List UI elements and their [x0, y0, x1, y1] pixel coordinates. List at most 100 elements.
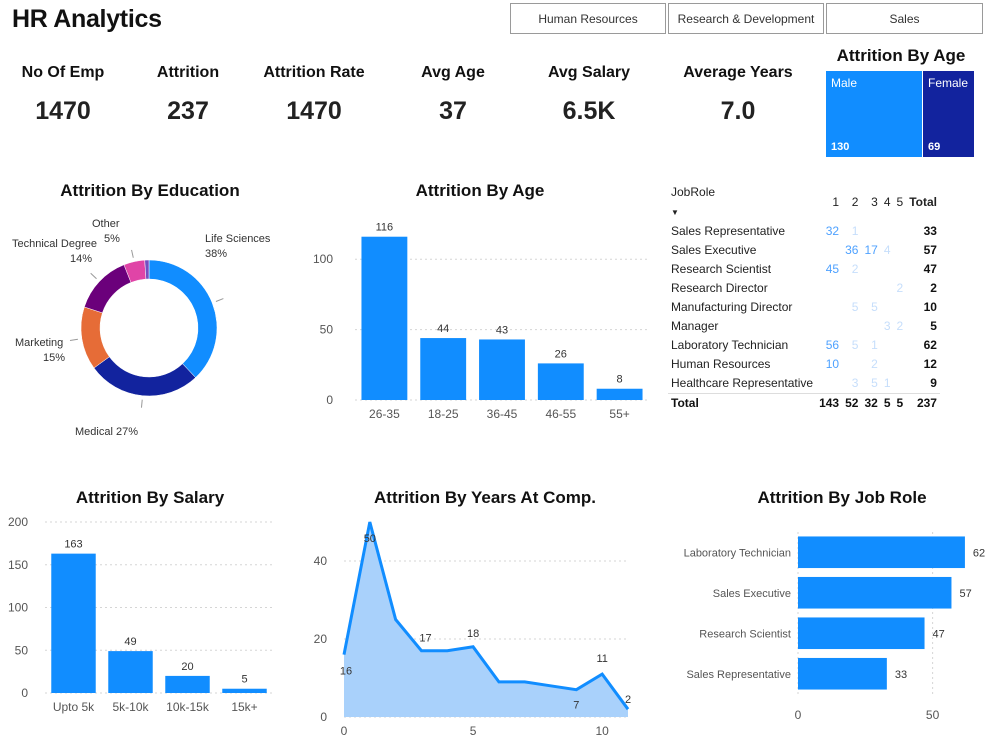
x-tick-label: 55+: [609, 407, 629, 421]
bar: [798, 576, 952, 609]
matrix-row: Sales Executive 36 17 4 57: [668, 241, 940, 260]
gender-treemap: Male 130 Female 69: [826, 71, 974, 157]
x-tick-label: Upto 5k: [53, 700, 95, 714]
treemap-tile-label: Male: [831, 76, 858, 90]
matrix-col-header[interactable]: 1: [832, 195, 840, 209]
matrix-col-header[interactable]: 3: [871, 195, 878, 209]
matrix-row: Laboratory Technician 56 5 1 62: [668, 336, 940, 355]
y-tick-label: 150: [8, 558, 28, 572]
area-data-label: 50: [364, 533, 376, 545]
matrix-row-role: Laboratory Technician: [671, 338, 789, 352]
age-chart-title: Attrition By Age: [415, 181, 545, 200]
bar: [361, 236, 408, 400]
kpi-avg-age: Avg Age 37: [388, 64, 518, 126]
area-fill: [344, 522, 628, 717]
donut-leader-line: [90, 272, 97, 280]
bar: [479, 339, 525, 400]
matrix-cell: [842, 317, 861, 336]
matrix-cell: 3: [851, 376, 859, 390]
bar-data-label: 47: [933, 628, 945, 640]
kpi-attrition-rate: Attrition Rate 1470: [249, 64, 379, 126]
jobrole-chart-title: Attrition By Job Role: [757, 488, 927, 507]
bar: [798, 536, 965, 569]
matrix-total-cell: 5: [893, 393, 907, 413]
x-tick-label: 50: [926, 708, 940, 722]
y-tick-label: 0: [326, 393, 333, 407]
bar-data-label: 33: [895, 669, 907, 681]
area-data-label: 7: [573, 700, 579, 712]
donut-label: Life Sciences: [205, 233, 271, 245]
matrix-cell: [894, 374, 907, 394]
y-category-label: Laboratory Technician: [684, 547, 791, 559]
x-tick-label: 36-45: [487, 407, 518, 421]
bar-data-label: 49: [124, 636, 136, 648]
bar: [798, 657, 887, 690]
donut-slice: [93, 356, 196, 397]
x-tick-label: 10: [596, 724, 610, 738]
bar: [798, 617, 925, 650]
matrix-cell: 5: [851, 300, 859, 314]
matrix-cell: 2: [896, 281, 904, 295]
bar: [420, 338, 467, 400]
matrix-row-total: 12: [923, 357, 937, 371]
bar-data-label: 57: [959, 588, 971, 600]
slicer-human-resources[interactable]: Human Resources: [510, 3, 666, 34]
matrix-header-jobrole[interactable]: JobRole ▼: [671, 185, 716, 217]
matrix-cell: 1: [871, 338, 878, 352]
bar-data-label: 116: [376, 222, 394, 234]
matrix-total-cell: 5: [880, 393, 894, 413]
matrix-col-header-total[interactable]: Total: [909, 195, 937, 209]
matrix-col-header[interactable]: 2: [851, 195, 859, 209]
matrix-cell: 5: [871, 376, 878, 390]
donut-label: Technical Degree: [12, 238, 97, 250]
matrix-cell: [816, 317, 842, 336]
matrix-cell: 10: [825, 357, 840, 371]
kpi-attrition: Attrition 237: [123, 64, 253, 126]
matrix-cell: [881, 260, 894, 279]
matrix-cell: [816, 374, 842, 394]
y-tick-label: 50: [15, 643, 29, 657]
page-title: HR Analytics: [12, 5, 162, 33]
matrix-cell: 56: [825, 338, 840, 352]
treemap-tile-female[interactable]: Female 69: [923, 71, 974, 157]
matrix-total-cell: 143: [816, 393, 843, 413]
y-category-label: Sales Executive: [713, 588, 791, 600]
matrix-total-cell: 52: [842, 393, 862, 413]
y-tick-label: 0: [21, 686, 28, 700]
matrix-col-header[interactable]: 4: [883, 195, 891, 209]
kpi-label: Avg Salary: [547, 64, 631, 81]
treemap-tile-male[interactable]: Male 130: [826, 71, 922, 157]
y-tick-label: 50: [320, 323, 334, 337]
kpi-label: Attrition Rate: [263, 64, 365, 81]
slicer-sales[interactable]: Sales: [826, 3, 983, 34]
kpi-value: 6.5K: [562, 97, 616, 125]
matrix-row: Healthcare Representative 3 5 1 9: [668, 374, 940, 394]
matrix-row-total: 10: [923, 300, 937, 314]
matrix-cell: [894, 298, 907, 317]
slicer-research-development[interactable]: Research & Development: [668, 3, 824, 34]
treemap-tile-label: Female: [928, 76, 969, 90]
matrix-row-role: Manager: [671, 319, 719, 333]
matrix-cell: [842, 355, 861, 374]
years-area-chart: 0 20 40 0 5 10 16 50 17 18 7 11 2: [314, 521, 631, 738]
matrix-row-role: Human Resources: [671, 357, 771, 371]
x-tick-label: 15k+: [231, 700, 257, 714]
bar-data-label: 26: [555, 348, 567, 360]
matrix-row-total: 9: [930, 376, 937, 390]
y-tick-label: 100: [8, 601, 28, 615]
y-tick-label: 100: [313, 252, 333, 266]
y-tick-label: 0: [320, 710, 327, 724]
kpi-value: 237: [167, 97, 209, 125]
matrix-row: Manager 3 2 5: [668, 317, 940, 336]
kpi-value: 37: [439, 97, 467, 125]
matrix-col-header[interactable]: 5: [896, 195, 904, 209]
treemap-tile-value: 69: [928, 141, 941, 153]
bar-data-label: 8: [617, 374, 623, 386]
matrix-cell: 4: [883, 243, 891, 257]
x-tick-label: 0: [795, 708, 802, 722]
kpi-label: No Of Emp: [21, 64, 105, 81]
donut-label-percent: 14%: [70, 253, 92, 265]
x-tick-label: 5k-10k: [112, 700, 149, 714]
age-bar-chart: 0 50 100 116 26-35 44 18-25 43 36-45 26 46-55 8 55+: [313, 222, 649, 421]
donut-slice: [84, 264, 132, 314]
